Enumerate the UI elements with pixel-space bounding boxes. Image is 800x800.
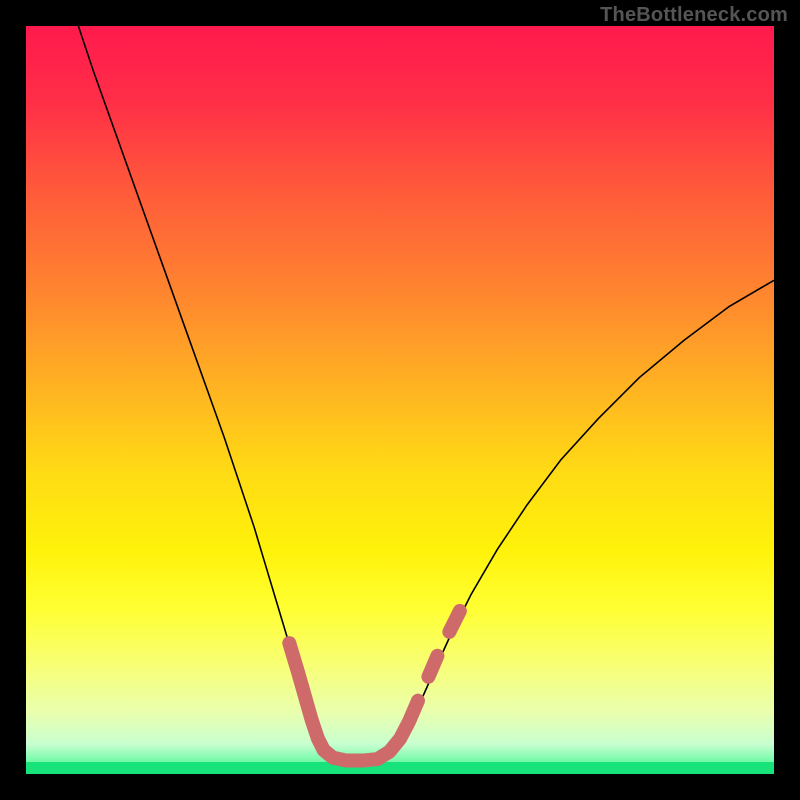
curve-svg (26, 26, 774, 774)
curve-right (370, 280, 774, 760)
curve-left (78, 26, 370, 761)
marker-segment (449, 611, 459, 632)
marker-overlay-group (289, 611, 460, 761)
watermark-text: TheBottleneck.com (600, 4, 788, 27)
marker-segment (428, 656, 437, 677)
marker-segment (289, 643, 418, 760)
plot-frame (26, 26, 774, 774)
